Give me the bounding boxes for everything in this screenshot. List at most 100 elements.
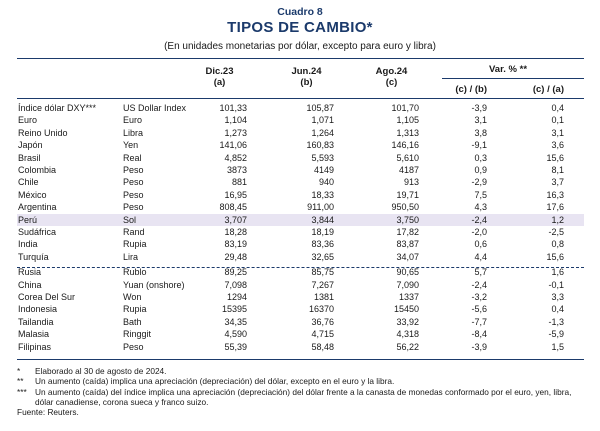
table-number: Cuadro 8 [277,6,323,18]
footnote-marker: *** [17,386,27,397]
ago-value-cell: 1,105 [396,115,419,126]
ago-value-cell: 7,090 [396,279,419,290]
var-ca-cell: -2,5 [548,227,564,237]
country-cell: Filipinas [18,341,52,352]
var-ca-cell: 15,6 [546,152,564,163]
table-row: Japón Yen 141,06 160,83 146,16 -9,1 3,6 [17,139,584,151]
col-header-var: Var. % ** [488,64,528,75]
var-cb-cell: -3,9 [471,103,487,113]
dic-value-cell: 3873 [226,165,247,175]
dic-value-cell: 141,06 [219,140,247,151]
col-header-ago-label: Ago.24 [375,66,408,77]
table-row: Corea Del Sur Won 1294 1381 1337 -3,2 3,3 [17,291,584,303]
dic-value-cell: 18,28 [224,227,247,237]
ago-value-cell: 1,313 [396,127,419,138]
jun-value-cell: 4,715 [311,329,334,340]
table-bottom-rule [17,359,584,360]
table-row: Indonesia Rupia 15395 16370 15450 -5,6 0,4 [17,303,584,315]
dic-value-cell: 3,707 [224,214,247,225]
dic-value-cell: 89,25 [224,267,247,278]
col-header-ca: (c) / (a) [532,84,564,95]
col-header-dic-sub: (a) [213,77,226,88]
top-rule [17,58,584,59]
var-ca-cell: 8,1 [551,165,564,175]
country-cell: Indonesia [18,304,58,315]
ago-value-cell: 3,750 [396,214,419,225]
ago-value-cell: 17,82 [396,227,419,237]
currency-cell: Yuan (onshore) [123,279,185,290]
ago-value-cell: 19,71 [396,189,419,200]
var-ca-cell: 0,4 [551,103,564,113]
footnote-marker: ** [17,376,24,387]
var-cb-cell: -5,6 [471,304,487,315]
var-ca-cell: 0,8 [551,239,564,250]
table-row: México Peso 16,95 18,33 19,71 7,5 16,3 [17,189,584,201]
ago-value-cell: 1337 [398,292,419,302]
var-ca-cell: 1,6 [551,267,564,278]
group-dashed-rule [17,267,584,268]
var-ca-cell: 15,6 [546,251,564,262]
ago-value-cell: 56,22 [396,341,419,352]
jun-value-cell: 85,75 [311,267,334,278]
var-ca-cell: 17,6 [546,202,564,213]
var-ca-cell: 0,1 [551,115,564,126]
currency-cell: US Dollar Index [123,103,187,113]
table-row: Sudáfrica Rand 18,28 18,19 17,82 -2,0 -2,5 [17,226,584,238]
currency-cell: Peso [123,165,144,175]
jun-value-cell: 36,76 [311,316,334,327]
table-row: Argentina Peso 808,45 911,00 950,50 4,3 17,6 [17,201,584,213]
currency-cell: Rublo [123,267,147,278]
table-row: Reino Unido Libra 1,273 1,264 1,313 3,8 3,1 [17,127,584,139]
jun-value-cell: 5,593 [311,152,334,163]
dic-value-cell: 4,590 [224,329,247,340]
var-group-rule [442,78,584,79]
country-cell: Tailandia [18,316,54,327]
var-cb-cell: 5,7 [474,267,487,278]
dic-value-cell: 101,33 [219,103,247,113]
footnote-text: Un aumento (caída) del índice implica un… [35,386,572,407]
ago-value-cell: 4,318 [396,329,419,340]
col-header-ago-sub: (c) [385,77,398,88]
ago-value-cell: 913 [403,177,419,188]
var-ca-cell: -5,9 [548,329,564,340]
jun-value-cell: 911,00 [307,202,334,213]
country-cell: Colombia [18,165,57,175]
var-cb-cell: -2,4 [471,214,487,225]
dic-value-cell: 15395 [221,304,247,315]
var-cb-cell: -9,1 [471,140,487,151]
table-row: Tailandia Bath 34,35 36,76 33,92 -7,7 -1,3 [17,316,584,328]
footnote: *** Un aumento (caída) del índice implica… [17,387,584,408]
table-row: Filipinas Peso 55,39 58,48 56,22 -3,9 1,5 [17,341,584,353]
table-row: India Rupia 83,19 83,36 83,87 0,6 0,8 [17,238,584,250]
dic-value-cell: 83,19 [224,239,247,250]
jun-value-cell: 160,83 [306,140,334,151]
currency-cell: Peso [123,177,144,188]
currency-cell: Peso [123,189,144,200]
dic-value-cell: 34,35 [224,316,247,327]
jun-value-cell: 18,33 [311,189,334,200]
ago-value-cell: 101,70 [391,103,419,113]
currency-cell: Rand [123,227,145,237]
ago-value-cell: 950,50 [391,202,419,213]
currency-cell: Rupia [123,239,147,250]
col-header-ago: Ago.24 (c) [364,66,419,88]
country-cell: Turquía [18,251,49,262]
var-ca-cell: 0,4 [551,304,564,315]
jun-value-cell: 18,19 [311,227,334,237]
dic-value-cell: 7,098 [224,279,247,290]
var-cb-cell: -3,9 [471,341,487,352]
var-cb-cell: -3,2 [471,292,487,302]
ago-value-cell: 4187 [398,165,419,175]
currency-cell: Bath [123,316,142,327]
ago-value-cell: 15450 [393,304,419,315]
currency-cell: Yen [123,140,139,151]
table-row: Euro Euro 1,104 1,071 1,105 3,1 0,1 [17,114,584,126]
var-cb-cell: -2,4 [471,279,487,290]
ago-value-cell: 83,87 [396,239,419,250]
var-cb-cell: 7,5 [474,189,487,200]
col-header-dic: Dic.23 (a) [192,66,247,88]
jun-value-cell: 16370 [308,304,334,315]
dic-value-cell: 1,104 [224,115,247,126]
country-cell: Perú [18,214,38,225]
table-title: TIPOS DE CAMBIO* [227,19,373,36]
